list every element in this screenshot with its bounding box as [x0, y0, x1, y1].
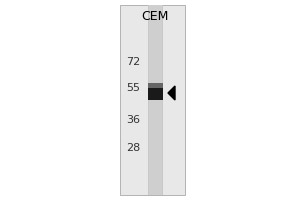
- Text: 28: 28: [126, 143, 140, 153]
- Bar: [148, 88, 163, 100]
- Polygon shape: [168, 86, 175, 100]
- Text: 55: 55: [126, 83, 140, 93]
- Bar: [148, 5, 163, 195]
- Bar: [148, 83, 163, 89]
- Text: 36: 36: [126, 115, 140, 125]
- Text: 72: 72: [126, 57, 140, 67]
- Bar: [120, 5, 185, 195]
- Text: CEM: CEM: [141, 10, 169, 23]
- Bar: [149, 5, 162, 195]
